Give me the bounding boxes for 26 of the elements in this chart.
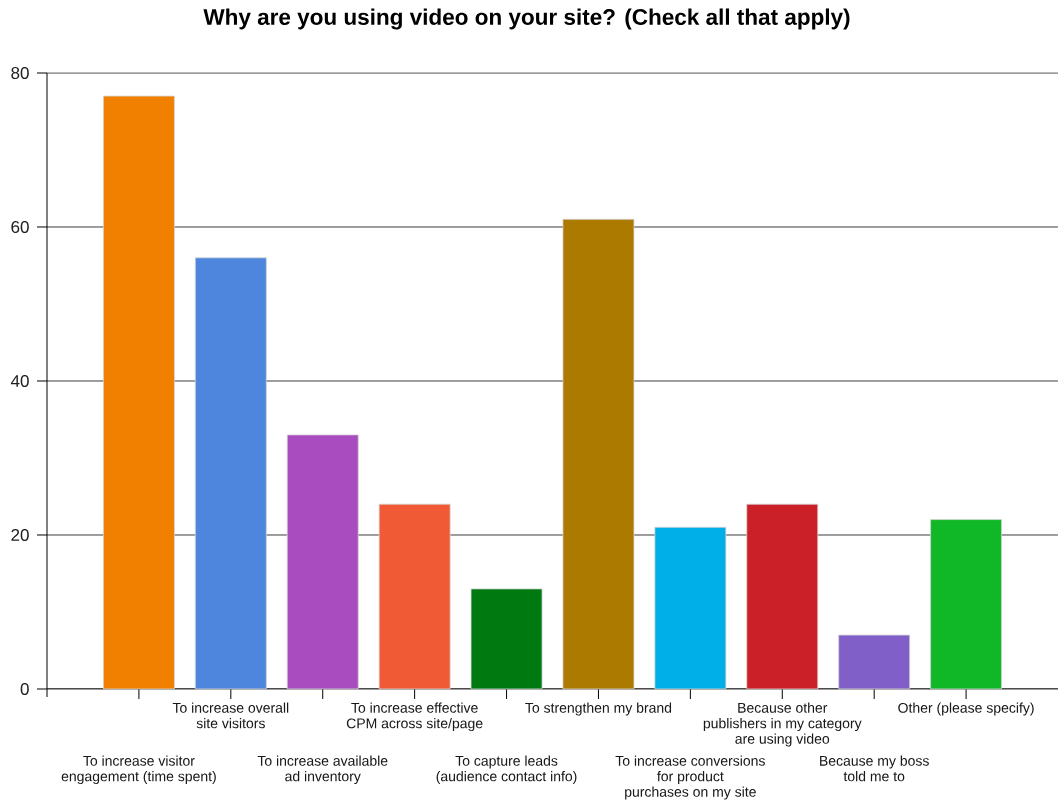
x-tick-label: To increase conversions for product purchases on my site	[615, 755, 765, 800]
bar	[286, 434, 359, 690]
x-tick-label: Other (please specify)	[898, 702, 1034, 716]
x-tick-label: Because other publishers in my category are using video	[703, 702, 862, 747]
x-tick-label: To increase visitor engagement (time spent)	[61, 755, 216, 785]
bar	[470, 588, 543, 690]
x-tick-label: To increase available ad inventory	[257, 755, 388, 785]
bar	[746, 503, 819, 690]
bar	[378, 503, 451, 690]
bar	[194, 257, 267, 690]
bar	[654, 526, 727, 690]
bar	[103, 95, 175, 690]
x-tick-label: To increase effective CPM across site/page	[346, 702, 483, 732]
x-tick-label: To capture leads (audience contact info)	[436, 755, 577, 785]
bar	[838, 634, 911, 690]
y-tick-label: 0	[20, 682, 29, 696]
bar	[562, 218, 635, 690]
x-tick-label: To increase overall site visitors	[172, 702, 289, 729]
y-tick-label: 20	[11, 528, 29, 542]
x-tick-label: To strengthen my brand	[525, 702, 672, 716]
y-tick-label: 40	[10, 374, 29, 388]
y-tick-label: 60	[11, 220, 29, 234]
y-tick-label: 80	[11, 66, 29, 80]
chart-title: Why are you using video on your site? (Check all that apply)	[203, 8, 850, 30]
bar	[930, 519, 1002, 690]
x-tick-label: Because my boss told me to	[820, 755, 929, 782]
